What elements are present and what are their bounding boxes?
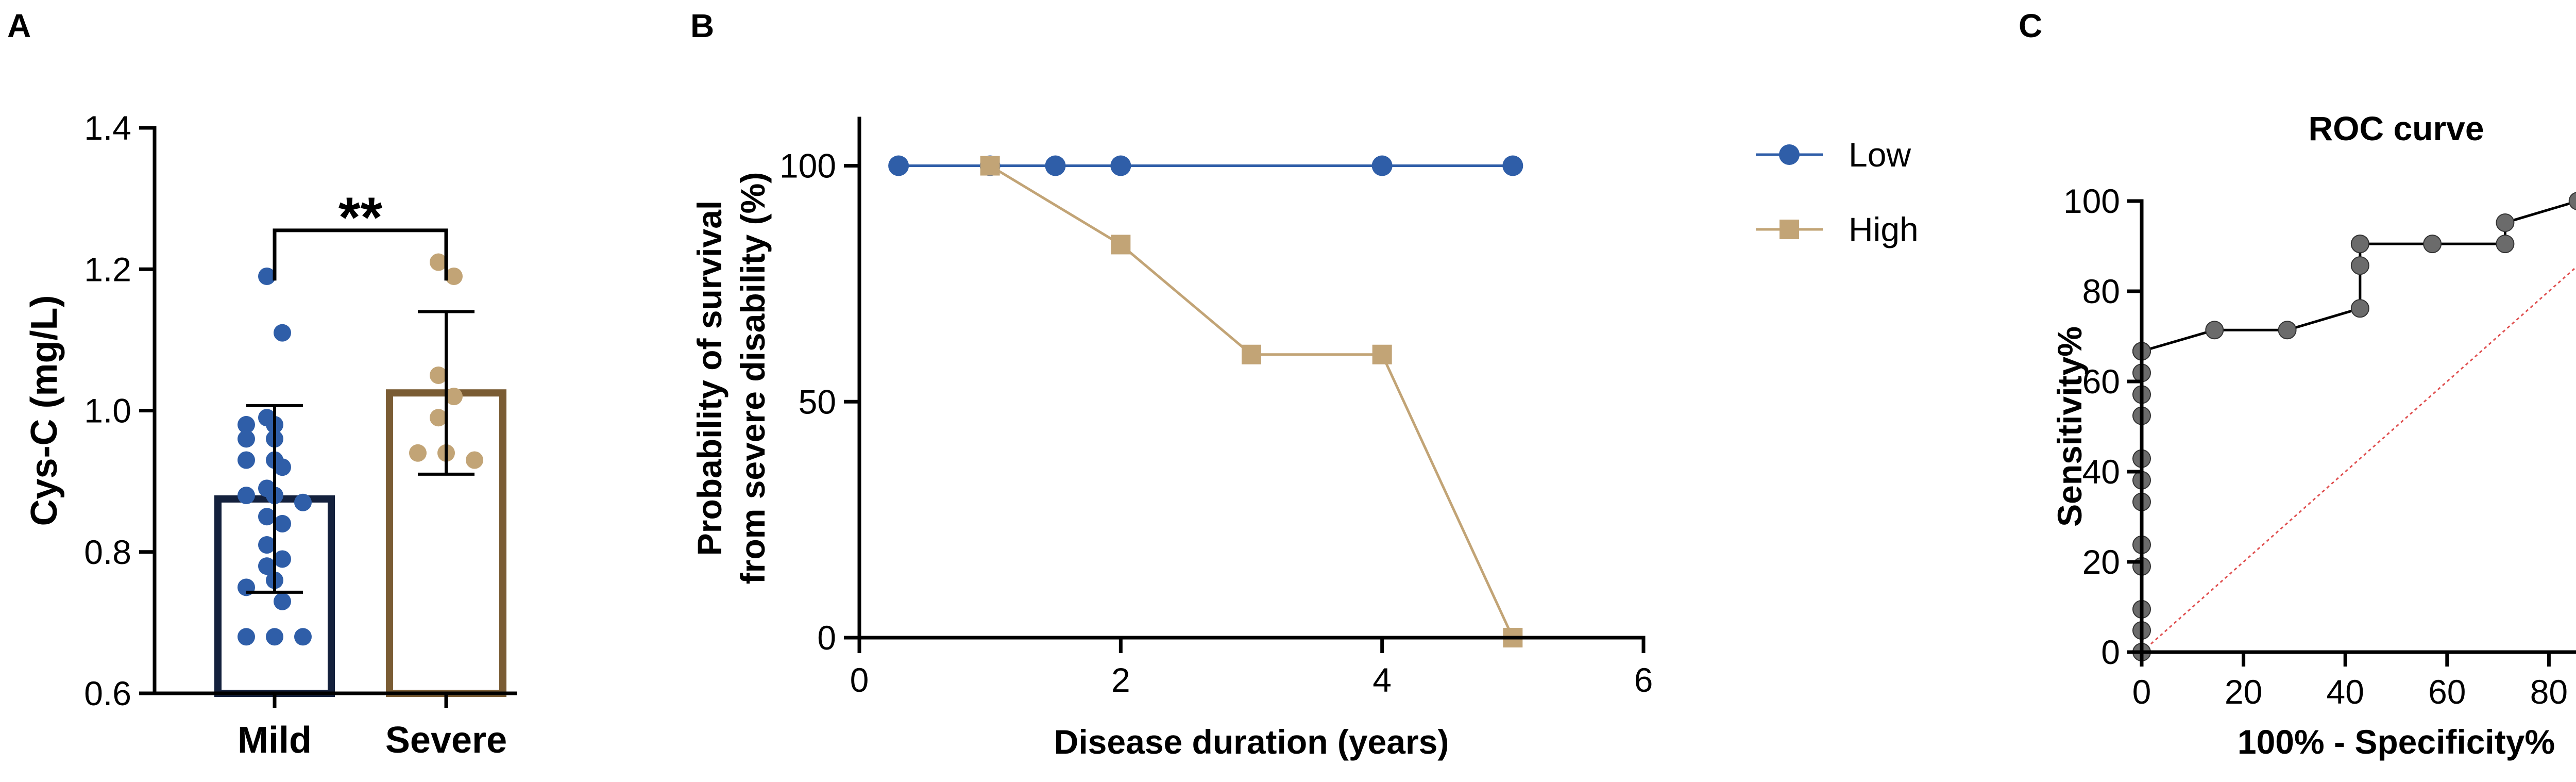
data-point [274,324,291,342]
data-point [266,628,283,646]
x-tick-label: 2 [1111,661,1130,699]
x-tick-label: 4 [1372,661,1392,699]
y-tick-label: 0 [817,619,836,657]
y-tick-label: 0 [2101,633,2120,671]
marker-low [1371,155,1393,176]
data-point [238,451,255,469]
series-line-high [989,164,1514,639]
y-tick-label: 1.0 [84,392,131,430]
y-tick-label: 60 [2082,362,2120,401]
panel-label-a: A [7,7,31,44]
marker-high [980,156,1000,176]
y-tick-label: 100 [2063,182,2120,220]
legend-marker-high [1780,220,1799,239]
data-point [274,458,291,476]
y-axis-label-b-line1: Probability of survival [690,201,728,556]
marker-low [1502,155,1523,176]
legend-label-low: Low [1849,136,1911,174]
roc-point [2423,235,2442,254]
marker-high [1111,235,1131,255]
x-tick-label: 80 [2530,673,2568,711]
y-tick-label: 40 [2082,453,2120,491]
data-point [430,366,447,384]
data-point [445,388,463,406]
y-tick-label: 1.2 [84,250,131,288]
roc-point [2350,256,2369,275]
data-point [294,628,312,646]
data-point [430,253,447,271]
reference-diagonal [2141,266,2576,653]
panel-label-c: C [2019,7,2042,44]
y-tick-label: 0.8 [84,533,131,571]
roc-point [2278,321,2297,340]
marker-low [1110,155,1131,176]
y-axis-label-c: Sensitivity% [2050,326,2089,527]
roc-point [2568,192,2576,210]
legend-marker-low [1779,144,1800,165]
y-axis-label-b-line2: from severe disability (%) [734,172,772,585]
data-point [466,451,483,469]
legend-label-high: High [1849,210,1919,248]
y-tick-label: 1.4 [84,109,131,147]
roc-point [2496,235,2515,254]
survival-chart: 0 50 100 0 2 4 6 Disease duration (years) Pro… [690,117,1919,761]
marker-low [1045,155,1066,176]
roc-point [2205,321,2224,340]
y-tick-label: 50 [799,382,836,421]
y-tick-label: 100 [779,147,836,185]
panel-label-b: B [690,7,714,44]
x-tick-label: 0 [850,661,869,699]
marker-high [1242,344,1261,364]
data-point [238,415,255,434]
significance-bracket [273,228,448,281]
category-label-severe: Severe [385,720,507,761]
x-tick-label: 60 [2428,673,2466,711]
data-point [274,550,291,568]
data-point [274,592,291,610]
y-tick-label: 80 [2082,272,2120,310]
marker-high [1372,344,1392,364]
data-point [238,487,255,505]
x-tick-label: 40 [2326,673,2364,711]
y-tick-label: 20 [2082,543,2120,581]
x-axis-label-b: Disease duration (years) [1054,723,1449,761]
data-point [430,409,447,427]
data-point [238,628,255,646]
x-tick-label: 20 [2225,673,2262,711]
category-label-mild: Mild [238,720,312,761]
y-axis-label-a: Cys-C (mg/L) [24,295,65,526]
data-point [238,430,255,448]
data-point [274,514,291,533]
y-tick-label: 0.6 [84,674,131,712]
data-point [294,493,312,511]
data-point [258,557,276,575]
roc-point [2350,235,2369,254]
data-point [258,508,276,526]
roc-point [2496,213,2515,232]
bar-chart: 0.6 0.8 1.0 1.2 1.4 ** Cys-C (mg/L) Mild Sev… [24,109,517,761]
data-point [258,536,276,554]
x-tick-label: 0 [2132,673,2151,711]
data-point [409,444,427,462]
chart-title-c: ROC curve [2308,109,2484,147]
legend: Low High [1756,136,1919,248]
data-point [445,267,463,285]
significance-label: ** [338,186,383,249]
marker-low [888,155,909,176]
roc-point [2350,299,2369,318]
x-axis-label-c: 100% - Specificity% [2238,723,2555,761]
data-point [258,267,276,285]
x-tick-label: 6 [1634,661,1653,699]
